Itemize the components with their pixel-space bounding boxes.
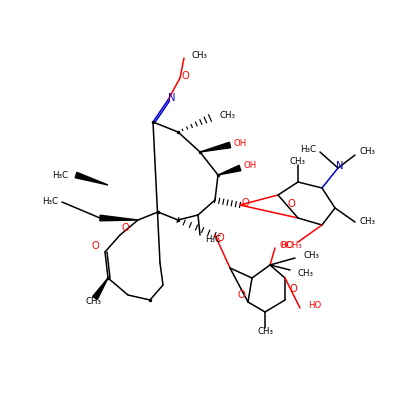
Text: CH₃: CH₃ bbox=[298, 268, 314, 278]
Text: OH: OH bbox=[243, 162, 257, 170]
Polygon shape bbox=[200, 142, 231, 152]
Text: N: N bbox=[336, 161, 344, 171]
Text: CH₃: CH₃ bbox=[360, 218, 376, 226]
Text: H₃C: H₃C bbox=[42, 198, 58, 206]
Polygon shape bbox=[100, 215, 138, 221]
Text: H₃C: H₃C bbox=[205, 234, 221, 244]
Text: OCH₃: OCH₃ bbox=[280, 240, 303, 250]
Text: O: O bbox=[287, 199, 295, 209]
Text: CH₃: CH₃ bbox=[85, 298, 101, 306]
Text: N: N bbox=[168, 93, 176, 103]
Text: H₃C: H₃C bbox=[52, 170, 68, 180]
Text: CH₃: CH₃ bbox=[359, 148, 375, 156]
Text: O: O bbox=[241, 198, 249, 208]
Text: O: O bbox=[181, 71, 189, 81]
Polygon shape bbox=[218, 165, 241, 175]
Text: O: O bbox=[216, 233, 224, 243]
Polygon shape bbox=[93, 278, 108, 300]
Text: CH₃: CH₃ bbox=[290, 158, 306, 166]
Text: H₃C: H₃C bbox=[300, 144, 316, 154]
Text: O: O bbox=[289, 284, 297, 294]
Text: O: O bbox=[91, 241, 99, 251]
Text: OH: OH bbox=[233, 138, 247, 148]
Text: HO: HO bbox=[308, 302, 321, 310]
Text: CH₃: CH₃ bbox=[257, 326, 273, 336]
Text: O: O bbox=[121, 223, 129, 233]
Text: CH₃: CH₃ bbox=[303, 250, 319, 260]
Polygon shape bbox=[75, 172, 108, 185]
Text: CH₃: CH₃ bbox=[220, 112, 236, 120]
Text: O: O bbox=[237, 290, 245, 300]
Text: CH₃: CH₃ bbox=[191, 52, 207, 60]
Text: HO: HO bbox=[280, 240, 293, 250]
